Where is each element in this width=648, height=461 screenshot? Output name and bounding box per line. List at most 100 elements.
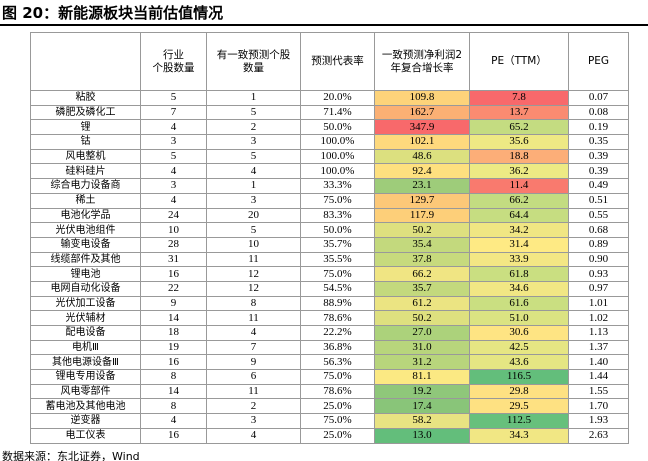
table-cell: 1.44	[568, 369, 629, 385]
table-cell: 48.6	[374, 148, 470, 165]
industry-name: 光伏电池组件	[30, 222, 141, 238]
table-cell: 10	[140, 222, 207, 238]
table-cell: 5	[206, 104, 301, 121]
table-cell: 24	[140, 207, 207, 224]
table-row: 配电设备 18 4 22.2% 27.0 30.6 1.13	[30, 325, 629, 341]
table-cell: 83.3%	[300, 207, 375, 224]
table-row: 锂电专用设备 8 6 75.0% 81.1 116.5 1.44	[30, 369, 629, 385]
table-cell: 61.8	[469, 266, 569, 282]
table-row: 光伏电池组件 10 5 50.0% 50.2 34.2 0.68	[30, 222, 629, 238]
table-cell: 0.35	[568, 134, 629, 150]
header-cell: PE（TTM）	[469, 32, 569, 91]
table-cell: 4	[206, 325, 301, 341]
table-cell: 34.6	[469, 280, 569, 297]
table-cell: 12	[206, 280, 301, 297]
table-cell: 13.7	[469, 104, 569, 121]
table-cell: 3	[206, 413, 301, 429]
table-cell: 25.0%	[300, 398, 375, 415]
table-cell: 19.2	[374, 383, 470, 400]
table-cell: 5	[140, 148, 207, 165]
table-cell: 66.2	[374, 266, 470, 282]
table-cell: 1.01	[568, 295, 629, 312]
table-cell: 16	[140, 354, 207, 371]
table-cell: 33.3%	[300, 178, 375, 194]
title-rule	[0, 24, 648, 26]
industry-name: 锂电池	[30, 266, 141, 282]
table-cell: 54.5%	[300, 280, 375, 297]
industry-name: 风电整机	[30, 148, 141, 165]
table-cell: 31.0	[374, 339, 470, 356]
table-cell: 31	[140, 251, 207, 268]
table-cell: 1.70	[568, 398, 629, 415]
table-cell: 2	[206, 398, 301, 415]
table-cell: 78.6%	[300, 310, 375, 326]
table-cell: 35.6	[469, 134, 569, 150]
table-cell: 75.0%	[300, 266, 375, 282]
valuation-table: 行业 个股数量 有一致预测个股 数量 预测代表率 一致预测净利润2 年复合增长率 PE（…	[30, 32, 629, 444]
table-cell: 16	[140, 266, 207, 282]
table-row: 综合电力设备商 3 1 33.3% 23.1 11.4 0.49	[30, 178, 629, 194]
table-cell: 4	[206, 163, 301, 180]
table-cell: 8	[140, 369, 207, 385]
table-cell: 61.2	[374, 295, 470, 312]
table-cell: 34.2	[469, 222, 569, 238]
table-cell: 0.97	[568, 280, 629, 297]
table-cell: 11.4	[469, 178, 569, 194]
table-cell: 347.9	[374, 119, 470, 136]
table-row: 电池化学品 24 20 83.3% 117.9 64.4 0.55	[30, 207, 629, 224]
table-cell: 5	[140, 90, 207, 106]
industry-name: 线缆部件及其他	[30, 251, 141, 268]
table-cell: 22.2%	[300, 325, 375, 341]
industry-name: 配电设备	[30, 325, 141, 341]
source-note: 数据来源：东北证券，Wind	[2, 450, 140, 461]
table-cell: 5	[206, 222, 301, 238]
table-cell: 1	[206, 178, 301, 194]
table-cell: 31.4	[469, 236, 569, 253]
table-cell: 0.39	[568, 163, 629, 180]
industry-name: 磷肥及磷化工	[30, 104, 141, 121]
table-cell: 81.1	[374, 369, 470, 385]
table-cell: 5	[206, 148, 301, 165]
header-cell: PEG	[568, 32, 629, 91]
table-cell: 4	[140, 192, 207, 209]
table-row: 磷肥及磷化工 7 5 71.4% 162.7 13.7 0.08	[30, 104, 629, 121]
table-cell: 30.6	[469, 325, 569, 341]
industry-name: 电池化学品	[30, 207, 141, 224]
table-cell: 7	[206, 339, 301, 356]
table-cell: 64.4	[469, 207, 569, 224]
table-cell: 11	[206, 383, 301, 400]
table-row: 电网自动化设备 22 12 54.5% 35.7 34.6 0.97	[30, 280, 629, 297]
table-cell: 35.4	[374, 236, 470, 253]
table-cell: 27.0	[374, 325, 470, 341]
industry-name: 光伏加工设备	[30, 295, 141, 312]
industry-name: 锂	[30, 119, 141, 136]
table-cell: 0.89	[568, 236, 629, 253]
table-cell: 9	[140, 295, 207, 312]
table-row: 输变电设备 28 10 35.7% 35.4 31.4 0.89	[30, 236, 629, 253]
industry-name: 电网自动化设备	[30, 280, 141, 297]
table-cell: 0.39	[568, 148, 629, 165]
table-cell: 19	[140, 339, 207, 356]
table-cell: 0.07	[568, 90, 629, 106]
table-cell: 20	[206, 207, 301, 224]
table-row: 电工仪表 16 4 25.0% 13.0 34.3 2.63	[30, 427, 629, 444]
table-cell: 14	[140, 310, 207, 326]
table-cell: 58.2	[374, 413, 470, 429]
table-cell: 102.1	[374, 134, 470, 150]
table-cell: 56.3%	[300, 354, 375, 371]
industry-name: 风电零部件	[30, 383, 141, 400]
table-row: 光伏辅材 14 11 78.6% 50.2 51.0 1.02	[30, 310, 629, 326]
table-cell: 129.7	[374, 192, 470, 209]
title: 图 20：新能源板块当前估值情况	[2, 4, 224, 22]
table-cell: 75.0%	[300, 413, 375, 429]
table-cell: 0.08	[568, 104, 629, 121]
header-cell: 行业 个股数量	[140, 32, 207, 91]
table-cell: 14	[140, 383, 207, 400]
table-row: 蓄电池及其他电池 8 2 25.0% 17.4 29.5 1.70	[30, 398, 629, 415]
table-cell: 3	[140, 134, 207, 150]
table-cell: 2.63	[568, 427, 629, 444]
table-cell: 35.7	[374, 280, 470, 297]
table-row: 硅料硅片 4 4 100.0% 92.4 36.2 0.39	[30, 163, 629, 180]
table-cell: 1	[206, 90, 301, 106]
